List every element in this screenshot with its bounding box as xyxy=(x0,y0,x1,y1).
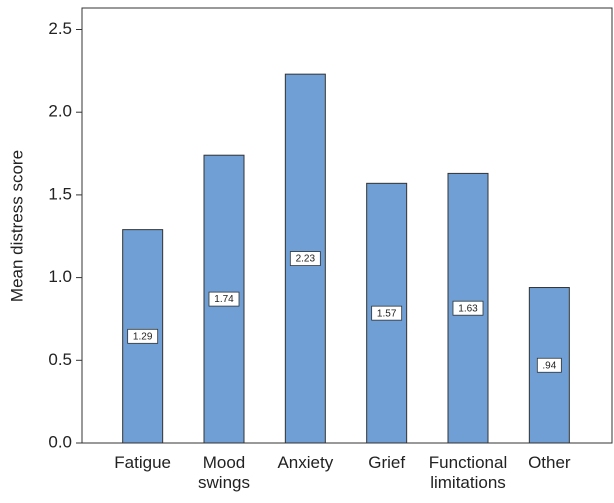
y-tick-label: 2.5 xyxy=(48,19,72,38)
x-tick-label: Grief xyxy=(368,453,406,472)
x-tick-label: Fatigue xyxy=(114,453,171,472)
x-tick-label-box: Other xyxy=(528,453,571,472)
x-tick-label-box: Anxiety xyxy=(277,453,334,472)
value-label-box xyxy=(536,357,562,373)
x-tick-label-box: Grief xyxy=(368,453,406,472)
y-axis-label: Mean distress score xyxy=(7,150,26,302)
value-label-box xyxy=(127,328,159,344)
y-tick-label: 2.0 xyxy=(48,102,72,121)
x-tick-label: Other xyxy=(528,453,571,472)
value-label-box xyxy=(208,291,240,307)
value-label: 1.29 xyxy=(133,331,153,342)
x-tick-label: Mood swings xyxy=(198,453,250,492)
x-tick-label-box: Mood swings xyxy=(198,453,250,492)
value-label: 2.23 xyxy=(296,254,316,265)
y-tick-label: 0.5 xyxy=(48,350,72,369)
value-label: 1.57 xyxy=(377,308,397,319)
x-tick-label-box: Functional limitations xyxy=(428,453,508,492)
x-tick-label-box: Fatigue xyxy=(114,453,171,472)
x-tick-label: Anxiety xyxy=(277,453,334,472)
value-label-box xyxy=(452,300,484,316)
plot-frame xyxy=(81,7,613,444)
value-label-box xyxy=(289,251,321,266)
value-label: 1.63 xyxy=(458,303,478,314)
y-tick-label: 1.5 xyxy=(48,184,72,203)
value-label-box xyxy=(371,305,403,321)
value-label: 1.74 xyxy=(214,294,234,305)
value-label: .94 xyxy=(542,360,556,371)
y-tick-label: 1.0 xyxy=(48,267,72,286)
y-tick-label: 0.0 xyxy=(48,432,72,451)
x-tick-label: Functional limitations xyxy=(428,453,508,492)
